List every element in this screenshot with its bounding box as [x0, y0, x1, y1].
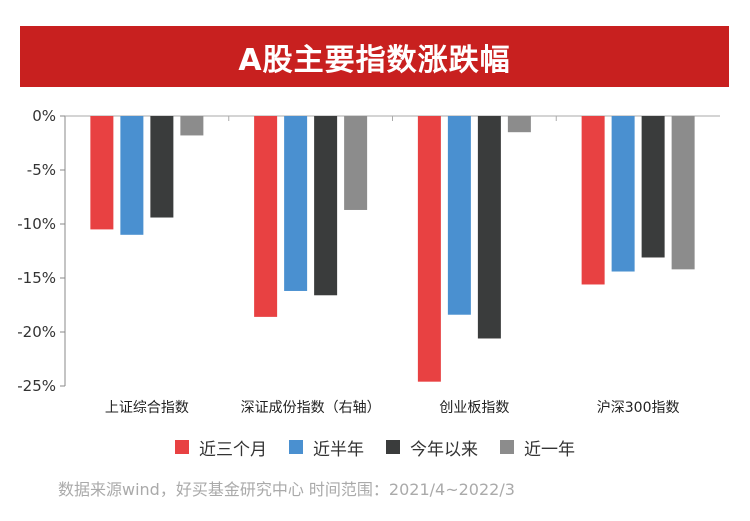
bar-3-2: [314, 116, 338, 296]
legend-item: 近三个月: [175, 435, 267, 460]
legend-label: 今年以来: [410, 439, 478, 460]
chart-title: A股主要指数涨跌幅: [238, 42, 511, 78]
x-category-label: 沪深300指数: [597, 400, 680, 416]
bar-2-4: [611, 116, 635, 272]
bar-chart: 0% -5% -10% -15% -20% -25% 上证综合指数 深证成份指数（右轴） 创业板…: [17, 107, 720, 416]
y-tick-label: -20%: [17, 323, 56, 341]
chart-legend: 近三个月 近半年 今年以来 近一年: [0, 432, 750, 462]
bar-3-1: [150, 116, 174, 218]
legend-swatch: [175, 440, 189, 454]
legend-swatch: [386, 440, 400, 454]
legend-swatch: [289, 440, 303, 454]
bar-1-2: [254, 116, 278, 317]
legend-label: 近三个月: [199, 439, 267, 460]
x-category-label: 创业板指数: [439, 400, 509, 416]
bar-4-1: [180, 116, 204, 136]
y-tick-label: -10%: [17, 215, 56, 233]
bar-3-4: [641, 116, 665, 258]
bar-1-3: [417, 116, 441, 382]
y-tick-label: -15%: [17, 269, 56, 287]
bar-2-2: [284, 116, 308, 291]
bar-4-3: [507, 116, 531, 133]
bar-4-4: [671, 116, 695, 270]
title-banner: A股主要指数涨跌幅: [20, 26, 729, 87]
y-tick-label: 0%: [32, 107, 56, 125]
bar-4-2: [344, 116, 368, 210]
legend-label: 近半年: [313, 439, 364, 460]
bar-1-1: [90, 116, 114, 230]
y-tick-label: -5%: [27, 161, 56, 179]
bar-2-1: [120, 116, 144, 235]
bar-1-4: [581, 116, 605, 285]
bar-3-3: [477, 116, 501, 339]
legend-label: 近一年: [524, 439, 575, 460]
x-category-label: 深证成份指数（右轴）: [241, 400, 381, 416]
bar-2-3: [447, 116, 471, 315]
x-category-label: 上证综合指数: [105, 400, 189, 416]
source-note: 数据来源wind，好买基金研究中心 时间范围：2021/4~2022/3: [58, 480, 515, 499]
y-tick-label: -25%: [17, 377, 56, 395]
legend-item: 近半年: [289, 435, 364, 460]
legend-item: 近一年: [500, 435, 575, 460]
legend-item: 今年以来: [386, 435, 478, 460]
legend-swatch: [500, 440, 514, 454]
